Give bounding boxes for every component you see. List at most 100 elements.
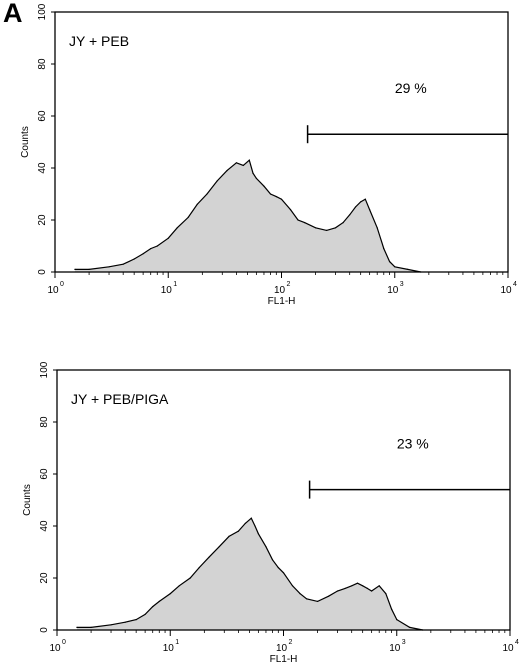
histogram-point: [269, 193, 272, 195]
histogram-point: [304, 222, 306, 224]
histogram-point: [389, 261, 391, 263]
y-tick-label: 60: [39, 468, 50, 480]
histogram-outline: [74, 159, 421, 273]
histogram-point: [242, 164, 244, 166]
histogram-point: [254, 525, 256, 527]
histogram-point: [349, 214, 351, 216]
histogram-point: [356, 582, 359, 584]
y-tick-label: 20: [37, 214, 48, 226]
histogram-point: [265, 546, 267, 548]
histogram-point: [158, 600, 160, 603]
histogram-point: [167, 237, 169, 239]
y-tick-label: 40: [37, 162, 48, 174]
histogram-point: [291, 585, 294, 587]
x-tick-exponent: 2: [289, 639, 293, 646]
histogram-fill: [74, 160, 421, 272]
histogram-point: [178, 585, 180, 587]
x-tick-label: 10: [49, 643, 61, 654]
histogram-point: [74, 268, 76, 270]
histogram-point: [376, 227, 378, 229]
histogram-point: [255, 177, 257, 179]
histogram-point: [275, 196, 277, 198]
histogram-point: [144, 613, 146, 616]
x-tick-exponent: 3: [400, 281, 404, 288]
histogram-point: [218, 546, 220, 548]
histogram-point: [396, 619, 398, 621]
x-tick-exponent: 4: [515, 639, 519, 646]
histogram-point: [297, 219, 299, 221]
gate-percentage-label: 29 %: [395, 80, 427, 96]
histogram-point: [206, 193, 208, 195]
histogram-point: [364, 198, 366, 200]
histogram-point: [277, 567, 279, 569]
x-tick-label: 10: [163, 643, 175, 654]
histogram-point: [228, 535, 230, 538]
x-tick-exponent: 1: [175, 639, 179, 646]
y-tick-label: 100: [37, 3, 48, 20]
histogram-point: [326, 229, 328, 231]
histogram-fill: [76, 518, 423, 630]
histogram-point: [252, 172, 254, 174]
histogram-point: [409, 626, 411, 629]
histogram-point: [394, 266, 396, 268]
histogram-point: [280, 198, 283, 200]
y-tick-label: 0: [39, 627, 50, 633]
histogram-point: [315, 227, 317, 229]
histogram-panel-2: 020406080100Counts100101102103104FL1-HJY…: [22, 361, 519, 665]
histogram-point: [198, 567, 200, 569]
histogram-point: [150, 248, 152, 250]
histogram-point: [187, 216, 189, 218]
histogram-point: [110, 624, 112, 626]
y-tick-label: 60: [37, 110, 48, 122]
histogram-point: [226, 170, 228, 172]
histogram-point: [271, 559, 274, 561]
x-tick-exponent: 1: [173, 281, 177, 288]
histogram-point: [196, 203, 198, 205]
histogram-point: [90, 626, 92, 629]
sample-label: JY + PEB/PIGA: [71, 391, 169, 407]
histogram-point: [169, 593, 171, 595]
y-axis-title: Counts: [20, 126, 31, 158]
histogram-point: [366, 587, 368, 590]
histogram-point: [342, 222, 344, 224]
x-tick-label: 10: [161, 285, 173, 296]
histogram-point: [383, 248, 385, 250]
x-tick-exponent: 2: [287, 281, 291, 288]
gate-percentage-label: 23 %: [397, 436, 429, 452]
x-tick-label: 10: [276, 643, 288, 654]
histogram-point: [354, 206, 357, 208]
histogram-point: [156, 245, 158, 247]
histogram-point: [328, 595, 330, 597]
x-tick-exponent: 0: [60, 281, 64, 288]
x-tick-exponent: 0: [62, 639, 66, 646]
histogram-point: [369, 209, 371, 211]
panel-letter: A: [3, 0, 23, 28]
y-tick-label: 20: [39, 572, 50, 584]
histogram-point: [142, 253, 144, 255]
y-tick-label: 0: [37, 269, 48, 275]
x-tick-label: 10: [500, 285, 512, 296]
histogram-point: [208, 556, 210, 558]
histogram-point: [336, 590, 339, 592]
histogram-point: [133, 258, 135, 260]
histogram-point: [378, 585, 380, 587]
histogram-point: [299, 593, 301, 595]
histogram-point: [216, 180, 218, 182]
x-axis-title: FL1-H: [268, 296, 296, 307]
histogram-point: [124, 621, 126, 623]
x-tick-label: 10: [47, 285, 59, 296]
y-tick-label: 80: [39, 416, 50, 428]
histogram-point: [235, 162, 237, 164]
histogram-point: [250, 517, 252, 519]
histogram-point: [248, 159, 250, 161]
histogram-point: [88, 268, 90, 270]
histogram-point: [244, 522, 246, 525]
histogram-point: [135, 619, 137, 621]
x-tick-label: 10: [274, 285, 286, 296]
histogram-panel-1: 020406080100Counts100101102103104FL1-HJY…: [20, 3, 517, 307]
x-tick-label: 10: [387, 285, 399, 296]
histogram-point: [108, 266, 110, 268]
histogram-point: [257, 533, 259, 535]
